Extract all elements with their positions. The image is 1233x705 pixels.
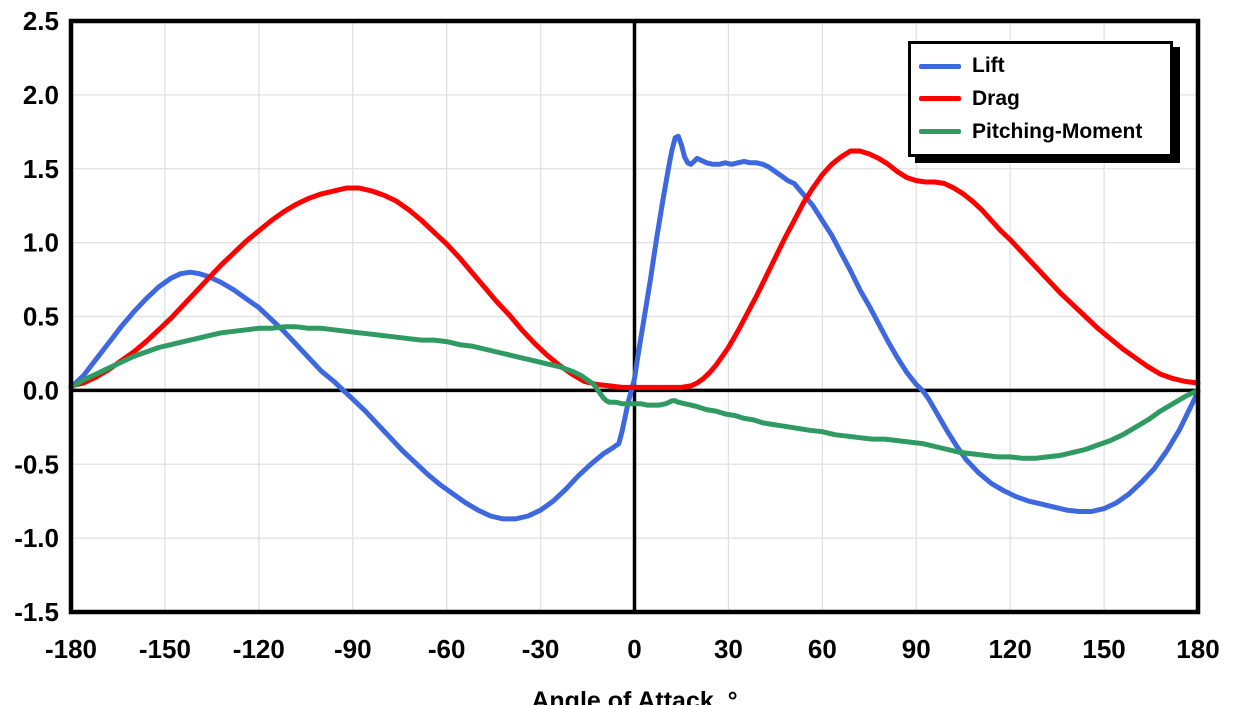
lift-curve: [68, 133, 1201, 522]
x-tick-label: 30: [714, 634, 743, 664]
x-tick-label: 60: [808, 634, 837, 664]
x-tick-label: -30: [522, 634, 560, 664]
y-tick-label: 2.5: [23, 6, 59, 36]
legend-item-lift: Lift: [919, 54, 1162, 78]
x-tick-label: 120: [988, 634, 1031, 664]
x-tick-label: -60: [428, 634, 466, 664]
x-tick-label: 180: [1176, 634, 1219, 664]
pitching-moment-line-swatch: [919, 129, 961, 135]
x-tick-label: -90: [334, 634, 372, 664]
x-tick-label: 0: [627, 634, 641, 664]
lift-line-swatch: [919, 63, 961, 69]
legend-item-drag: Drag: [919, 87, 1162, 111]
y-tick-label: -1.5: [14, 597, 59, 627]
y-tick-label: 0.0: [23, 375, 59, 405]
y-tick-label: 0.5: [23, 302, 59, 332]
legend-label-pitching-moment: Pitching-Moment: [972, 119, 1143, 143]
drag-line-swatch: [919, 96, 961, 102]
y-tick-label: -1.0: [14, 523, 59, 553]
x-tick-label: -150: [139, 634, 191, 664]
x-tick-label: 150: [1082, 634, 1125, 664]
x-tick-label: -180: [45, 634, 97, 664]
plot-border: [68, 18, 1201, 615]
legend-label-drag: Drag: [972, 86, 1020, 110]
x-tick-label: 90: [902, 634, 931, 664]
drag-curve: [68, 148, 1201, 390]
legend-item-pitching-moment: Pitching-Moment: [919, 120, 1162, 144]
x-axis-title: Angle of Attack, °: [531, 687, 738, 705]
legend-label-lift: Lift: [972, 54, 1005, 78]
x-tick-label: -120: [233, 634, 285, 664]
y-tick-label: -0.5: [14, 449, 59, 479]
pitching-moment-curve: [68, 324, 1201, 461]
legend: Lift Drag Pitching-Moment: [908, 41, 1173, 157]
y-tick-label: 1.0: [23, 228, 59, 258]
y-tick-label: 2.0: [23, 80, 59, 110]
y-tick-label: 1.5: [23, 154, 59, 184]
